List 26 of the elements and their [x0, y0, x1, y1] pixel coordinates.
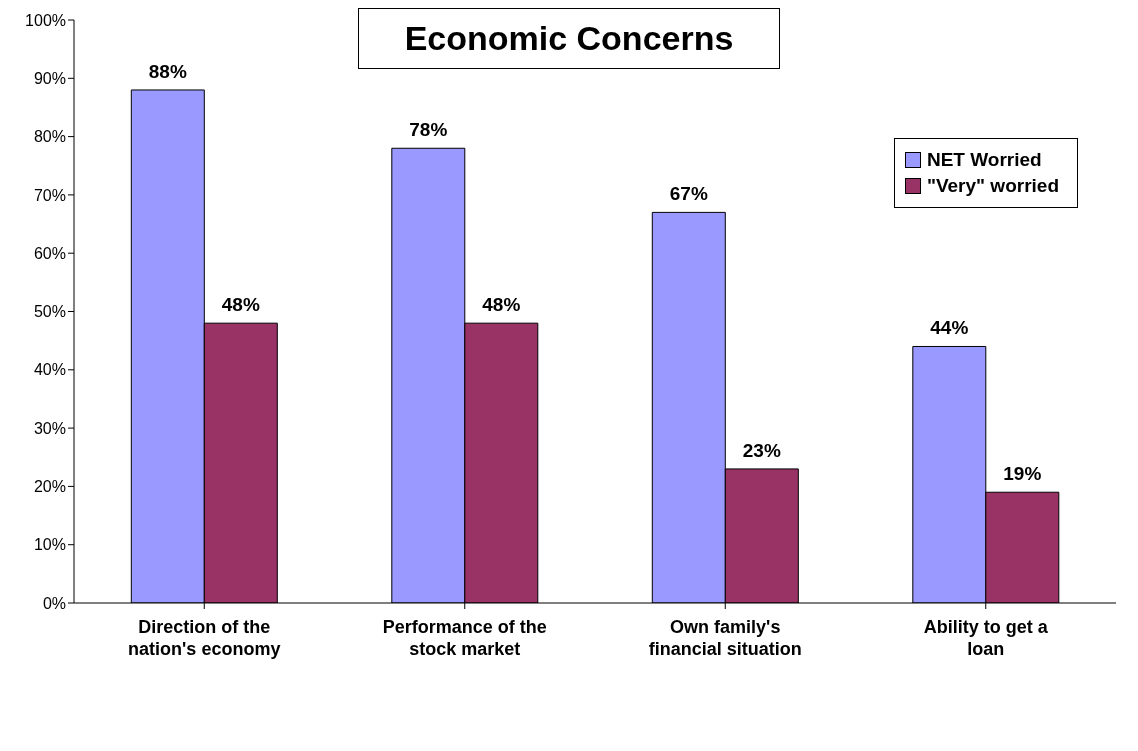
x-tick-label: Ability to get a loan	[923, 617, 1049, 659]
data-label: 19%	[1003, 463, 1042, 485]
x-tick-label: Direction of the nation's economy	[128, 617, 281, 659]
y-tick-label: 20%	[33, 478, 66, 496]
y-tick-label: 70%	[33, 186, 66, 204]
chart-title: Economic Concerns	[358, 8, 780, 69]
y-tick-label: 100%	[25, 11, 66, 29]
data-label: 44%	[930, 317, 969, 339]
data-label: 67%	[669, 183, 708, 205]
data-label: 48%	[482, 294, 521, 316]
legend-label: "Very" worried	[926, 175, 1059, 197]
y-tick-label: 90%	[33, 69, 66, 87]
x-tick-label: Own family's financial situation	[648, 617, 802, 659]
y-tick-label: 50%	[33, 303, 66, 321]
y-tick-label: 60%	[33, 244, 66, 262]
data-label: 48%	[221, 294, 260, 316]
data-label: 88%	[148, 60, 187, 82]
data-label: 78%	[409, 119, 448, 141]
data-label: 23%	[742, 439, 781, 461]
y-tick-label: 10%	[33, 536, 66, 554]
y-tick-label: 0%	[42, 594, 66, 612]
y-tick-label: 40%	[33, 361, 66, 379]
y-tick-label: 80%	[33, 128, 66, 146]
y-tick-label: 30%	[33, 419, 66, 437]
legend-label: NET Worried	[926, 149, 1042, 171]
x-tick-label: Performance of the stock market	[382, 617, 547, 659]
